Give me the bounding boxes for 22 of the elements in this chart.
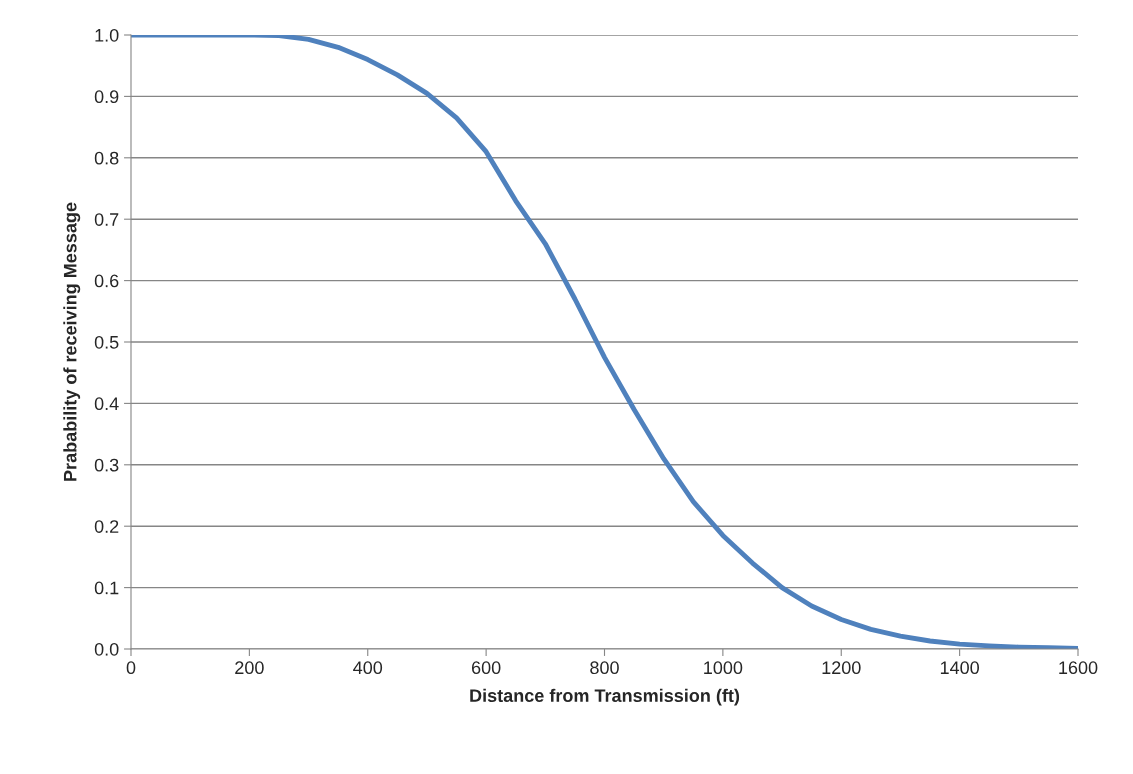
x-tick-label: 1200 bbox=[822, 661, 861, 675]
x-tick-label: 1600 bbox=[1059, 661, 1098, 675]
x-tick-label: 1000 bbox=[704, 661, 743, 675]
x-tick-label: 400 bbox=[353, 661, 383, 675]
y-tick-label: 0.8 bbox=[94, 151, 119, 165]
x-tick-label: 200 bbox=[235, 661, 264, 675]
x-tick-label: 0 bbox=[126, 661, 136, 675]
y-tick-label: 0.1 bbox=[94, 581, 119, 595]
y-tick-label: 0.4 bbox=[94, 397, 119, 411]
y-tick-label: 0.7 bbox=[94, 213, 119, 226]
y-tick-label: 0.5 bbox=[94, 335, 119, 349]
y-tick-label: 0.0 bbox=[94, 642, 119, 656]
x-axis-title: Distance from Transmission (ft) bbox=[470, 688, 740, 706]
x-tick-label: 800 bbox=[590, 661, 619, 675]
y-tick-label: 0.2 bbox=[94, 520, 119, 533]
x-tick-label: 1400 bbox=[940, 661, 979, 675]
y-tick-label: 0.3 bbox=[94, 458, 119, 472]
y-tick-label: 1.0 bbox=[95, 28, 119, 42]
x-tick-label: 600 bbox=[471, 661, 501, 675]
y-axis-title: Prabability of receiving Message bbox=[63, 202, 81, 481]
y-tick-label: 0.6 bbox=[94, 274, 119, 288]
y-tick-label: 0.9 bbox=[94, 90, 119, 104]
